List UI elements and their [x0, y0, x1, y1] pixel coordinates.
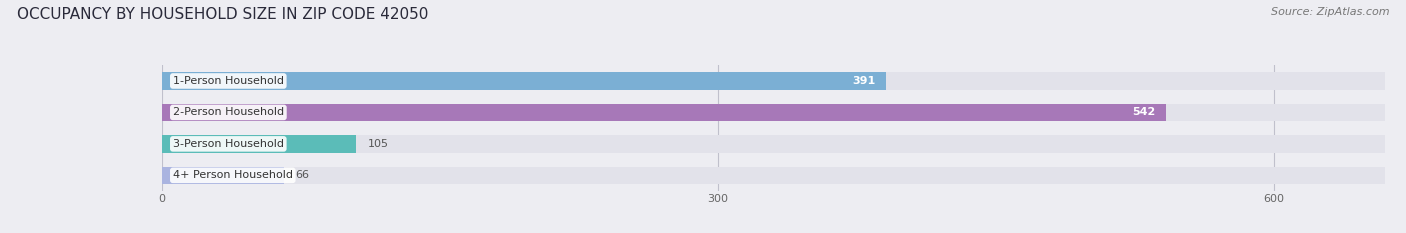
Bar	[162, 104, 1385, 121]
Text: 542: 542	[1132, 107, 1156, 117]
Bar	[162, 135, 1385, 153]
Bar	[162, 104, 1166, 121]
Bar	[162, 167, 1385, 184]
Bar	[162, 72, 1385, 90]
Text: 2-Person Household: 2-Person Household	[173, 107, 284, 117]
Text: 3-Person Household: 3-Person Household	[173, 139, 284, 149]
Text: 1-Person Household: 1-Person Household	[173, 76, 284, 86]
Bar	[162, 135, 356, 153]
Text: 4+ Person Household: 4+ Person Household	[173, 170, 292, 180]
Text: Source: ZipAtlas.com: Source: ZipAtlas.com	[1271, 7, 1389, 17]
Text: 66: 66	[295, 170, 309, 180]
Bar	[162, 72, 886, 90]
Text: 391: 391	[852, 76, 875, 86]
Text: 105: 105	[367, 139, 388, 149]
Text: OCCUPANCY BY HOUSEHOLD SIZE IN ZIP CODE 42050: OCCUPANCY BY HOUSEHOLD SIZE IN ZIP CODE …	[17, 7, 429, 22]
Bar	[162, 167, 284, 184]
